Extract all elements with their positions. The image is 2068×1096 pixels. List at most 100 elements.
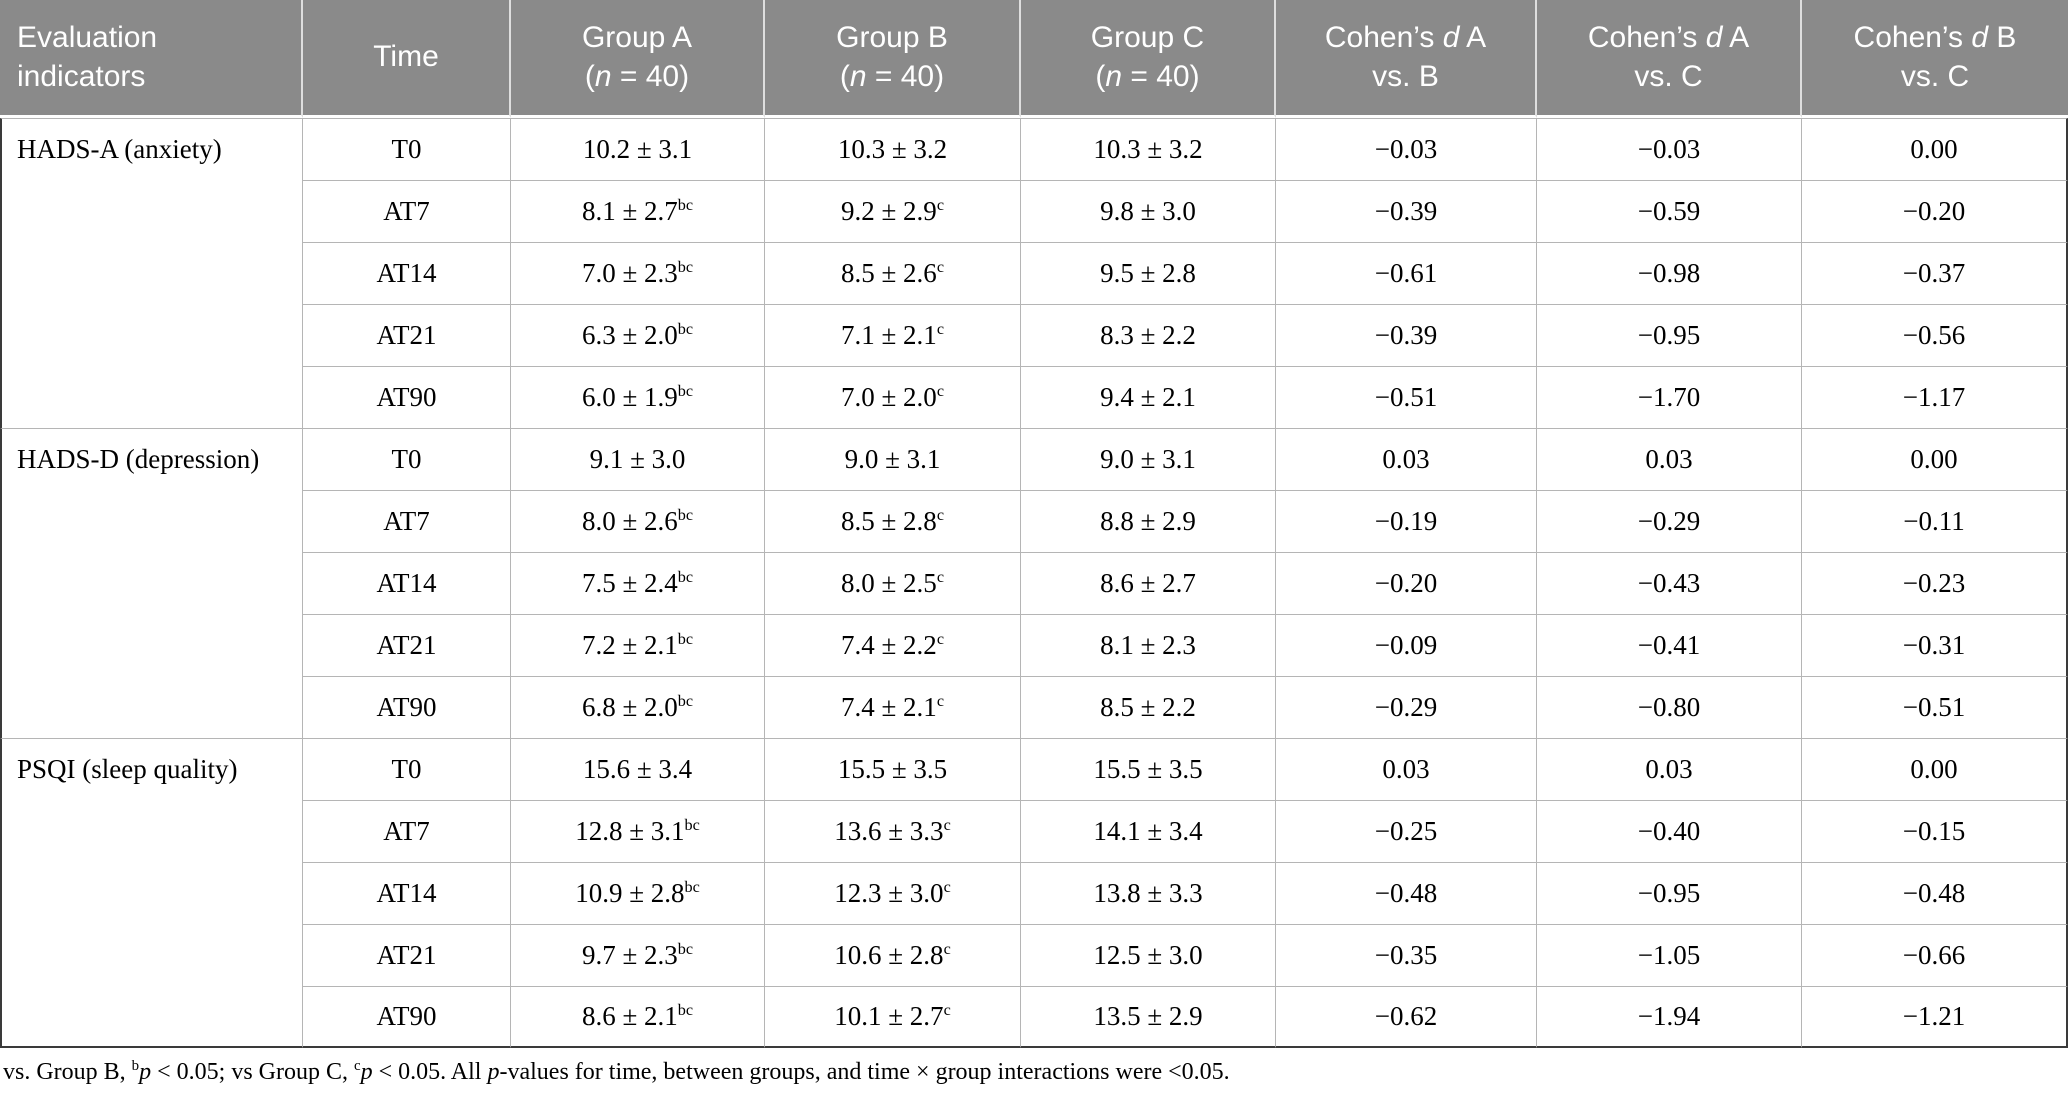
cohens-d-ab-cell: 0.03 <box>1276 738 1537 800</box>
significance-superscript: bc <box>677 506 694 524</box>
table-row: AT7 8.1 ± 2.7bc 9.2 ± 2.9c 9.8 ± 3.0 −0.39 −0… <box>0 180 2068 242</box>
group-b-cell: 12.3 ± 3.0c <box>765 862 1021 924</box>
table-body: HADS-A (anxiety) T0 10.2 ± 3.1 10.3 ± 3.2 10… <box>0 118 2068 1048</box>
footnote: vs. Group B, bp < 0.05; vs Group C, cp <… <box>3 1058 1230 1085</box>
group-b-cell: 7.4 ± 2.1c <box>765 676 1021 738</box>
time-cell: AT21 <box>303 614 511 676</box>
cohens-d-ac-cell: −0.95 <box>1537 862 1802 924</box>
group-c-cell: 13.8 ± 3.3 <box>1021 862 1276 924</box>
col-header-evaluation-indicators: Evaluation indicators <box>0 0 303 118</box>
indicator-cell: HADS-A (anxiety) <box>0 118 303 428</box>
cohens-d-ac-cell: 0.03 <box>1537 428 1802 490</box>
col-header-cohens-d-b-vs-c: Cohen’s d B vs. C <box>1802 0 2068 118</box>
group-a-n: (n = 40) <box>584 59 690 93</box>
table-row: AT14 7.5 ± 2.4bc 8.0 ± 2.5c 8.6 ± 2.7 −0.20−… <box>0 552 2068 614</box>
significance-superscript: bc <box>677 940 694 958</box>
table-row: PSQI (sleep quality) T0 15.6 ± 3.4 15.5 ± 3… <box>0 738 2068 1048</box>
significance-superscript: c <box>943 940 951 958</box>
cohens-d-ab-cell: −0.39 <box>1276 304 1537 366</box>
group-b-cell: 8.5 ± 2.6c <box>765 242 1021 304</box>
time-cell: AT90 <box>303 676 511 738</box>
group-c-n: (n = 40) <box>1095 59 1200 93</box>
table-row: AT14 7.0 ± 2.3bc 8.5 ± 2.6c 9.5 ± 2.8 −0.61−… <box>0 242 2068 304</box>
cohens-d-ab-cell: −0.19 <box>1276 490 1537 552</box>
cohens-d-ab-cell: 0.03 <box>1276 428 1537 490</box>
group-b-cell: 8.5 ± 2.8c <box>765 490 1021 552</box>
group-a-cell: 9.7 ± 2.3bc <box>511 924 765 986</box>
time-cell: T0 <box>303 428 511 490</box>
group-c-cell: 9.0 ± 3.1 <box>1021 428 1276 490</box>
group-c-cell: 9.4 ± 2.1 <box>1021 366 1276 428</box>
cohens-d-ac-cell: −0.59 <box>1537 180 1802 242</box>
group-b-cell: 10.1 ± 2.7c <box>765 986 1021 1048</box>
cohens-d-bc-cell: −1.21 <box>1802 986 2068 1048</box>
group-a-cell: 8.6 ± 2.1bc <box>511 986 765 1048</box>
group-b-title: Group B <box>836 21 948 55</box>
group-a-cell: 10.9 ± 2.8bc <box>511 862 765 924</box>
table-row: AT21 6.3 ± 2.0bc 7.1 ± 2.1c 8.3 ± 2.2 −0.39−… <box>0 304 2068 366</box>
group-a-cell: 6.8 ± 2.0bc <box>511 676 765 738</box>
group-c-cell: 14.1 ± 3.4 <box>1021 800 1276 862</box>
cohens-d-bc-cell: 0.00 <box>1802 118 2068 180</box>
table-row: HADS-D (depression) T0 9.1 ± 3.0 9.0 ± 3.1 9… <box>0 428 2068 738</box>
group-b-cell: 13.6 ± 3.3c <box>765 800 1021 862</box>
cohens-d-bc-cell: −0.51 <box>1802 676 2068 738</box>
significance-superscript: bc <box>677 692 694 710</box>
time-cell: T0 <box>303 118 511 180</box>
group-b-cell: 9.2 ± 2.9c <box>765 180 1021 242</box>
time-cell: AT7 <box>303 490 511 552</box>
time-cell: AT7 <box>303 800 511 862</box>
col-header-cohens-d-a-vs-b: Cohen’s d A vs. B <box>1276 0 1537 118</box>
cohens-d-ac-cell: −0.80 <box>1537 676 1802 738</box>
group-b-cell: 8.0 ± 2.5c <box>765 552 1021 614</box>
cohens-d-bc-cell: −0.11 <box>1802 490 2068 552</box>
cohens-d-ab-cell: −0.25 <box>1276 800 1537 862</box>
cohens-d-ab-cell: −0.51 <box>1276 366 1537 428</box>
group-a-cell: 15.6 ± 3.4 <box>511 738 765 800</box>
col-header-group-a: Group A (n = 40) <box>511 0 765 118</box>
cohens-d-ac-cell: −1.70 <box>1537 366 1802 428</box>
cohens-d-bc-cell: −0.15 <box>1802 800 2068 862</box>
group-b-n: (n = 40) <box>839 59 945 93</box>
group-b-cell: 7.4 ± 2.2c <box>765 614 1021 676</box>
group-a-title: Group A <box>581 21 693 55</box>
cohens-d-ac-cell: 0.03 <box>1537 738 1802 800</box>
group-c-cell: 12.5 ± 3.0 <box>1021 924 1276 986</box>
group-a-cell: 7.0 ± 2.3bc <box>511 242 765 304</box>
group-a-cell: 9.1 ± 3.0 <box>511 428 765 490</box>
group-c-cell: 13.5 ± 2.9 <box>1021 986 1276 1048</box>
table-row: AT21 9.7 ± 2.3bc 10.6 ± 2.8c 12.5 ± 3.0 −0.3… <box>0 924 2068 986</box>
significance-superscript: c <box>943 1001 951 1019</box>
group-c-cell: 15.5 ± 3.5 <box>1021 738 1276 800</box>
cohens-d-ac-cell: −0.95 <box>1537 304 1802 366</box>
table-row: AT7 8.0 ± 2.6bc 8.5 ± 2.8c 8.8 ± 2.9 −0.19 −0… <box>0 490 2068 552</box>
group-b-cell: 9.0 ± 3.1 <box>765 428 1021 490</box>
significance-superscript: c <box>936 630 944 648</box>
col-header-group-c: Group C (n = 40) <box>1021 0 1276 118</box>
cohens-d-ab-cell: −0.61 <box>1276 242 1537 304</box>
significance-superscript: bc <box>677 1001 694 1019</box>
time-cell: AT14 <box>303 242 511 304</box>
group-b-cell: 10.6 ± 2.8c <box>765 924 1021 986</box>
time-cell: T0 <box>303 738 511 800</box>
cohens-d-ab-cell: −0.39 <box>1276 180 1537 242</box>
cohens-d-ab-cell: −0.35 <box>1276 924 1537 986</box>
group-a-cell: 10.2 ± 3.1 <box>511 118 765 180</box>
group-c-cell: 8.8 ± 2.9 <box>1021 490 1276 552</box>
group-c-cell: 8.6 ± 2.7 <box>1021 552 1276 614</box>
col-header-group-b: Group B (n = 40) <box>765 0 1021 118</box>
group-b-cell: 7.0 ± 2.0c <box>765 366 1021 428</box>
significance-superscript: bc <box>677 630 694 648</box>
indicator-cell: HADS-D (depression) <box>0 428 303 738</box>
group-a-cell: 6.0 ± 1.9bc <box>511 366 765 428</box>
cohens-d-bc-cell: −0.56 <box>1802 304 2068 366</box>
group-a-cell: 6.3 ± 2.0bc <box>511 304 765 366</box>
time-cell: AT90 <box>303 366 511 428</box>
group-c-cell: 8.1 ± 2.3 <box>1021 614 1276 676</box>
group-a-cell: 12.8 ± 3.1bc <box>511 800 765 862</box>
cohens-d-bc-cell: −0.31 <box>1802 614 2068 676</box>
time-cell: AT7 <box>303 180 511 242</box>
significance-superscript: c <box>936 320 944 338</box>
significance-superscript: bc <box>677 258 694 276</box>
